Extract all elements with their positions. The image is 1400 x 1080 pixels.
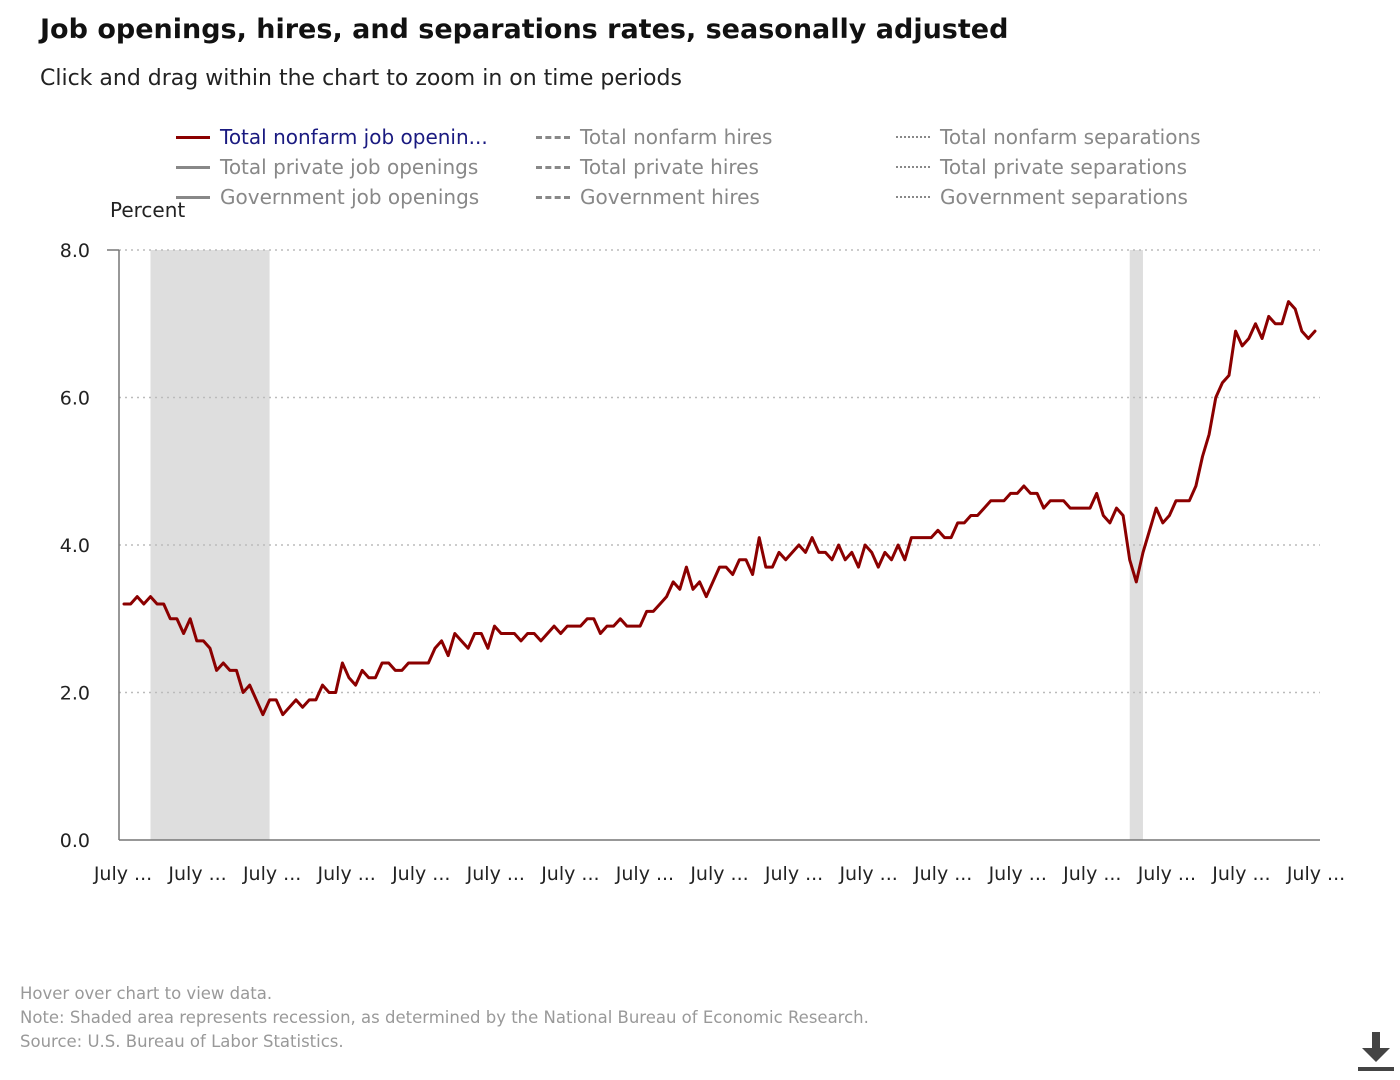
legend-label: Government job openings	[220, 185, 480, 209]
x-tick-label: July ...	[391, 863, 450, 885]
legend-item[interactable]: Total private job openings	[176, 152, 478, 182]
legend-swatch	[176, 165, 210, 169]
chart-title: Job openings, hires, and separations rat…	[40, 14, 1009, 45]
legend-label: Total private job openings	[220, 155, 479, 179]
x-tick-label: July ...	[838, 863, 897, 885]
legend-label: Government hires	[580, 185, 760, 209]
y-tick-label: 0.0	[60, 830, 90, 852]
legend-label: Total nonfarm hires	[580, 125, 773, 149]
y-tick-label: 2.0	[60, 683, 90, 705]
x-tick-label: July ...	[242, 863, 301, 885]
legend-item[interactable]: Total nonfarm separations	[896, 122, 1201, 152]
x-tick-label: July ...	[1286, 863, 1345, 885]
series-line-total-nonfarm-job-openings	[122, 300, 1317, 717]
legend-swatch	[536, 135, 570, 139]
recession-note: Note: Shaded area represents recession, …	[20, 1008, 869, 1027]
legend-item[interactable]: Total nonfarm job openin...	[176, 122, 488, 152]
source-note: Source: U.S. Bureau of Labor Statistics.	[20, 1032, 344, 1051]
legend-item[interactable]: Government job openings	[176, 182, 479, 212]
x-tick-label: July ...	[988, 863, 1047, 885]
gridlines	[119, 249, 1320, 694]
legend-label: Total private separations	[940, 155, 1188, 179]
axes: 0.0 2.0 4.0 6.0 8.0 July ... July ... July ... J…	[60, 240, 1345, 885]
x-tick-label: July ...	[689, 863, 748, 885]
x-tick-label: July ...	[1137, 863, 1196, 885]
x-tick-label: July ...	[764, 863, 823, 885]
legend-swatch	[896, 166, 930, 168]
chart-subtitle: Click and drag within the chart to zoom …	[40, 66, 682, 91]
legend-swatch	[896, 136, 930, 138]
legend: Total nonfarm job openin... Total nonfarm…	[176, 122, 1276, 218]
x-tick-label: July ...	[913, 863, 972, 885]
hover-note: Hover over chart to view data.	[20, 984, 273, 1003]
x-tick-label: July ...	[466, 863, 525, 885]
x-tick-label: July ...	[540, 863, 599, 885]
legend-swatch	[896, 196, 930, 198]
download-arrow-icon	[1358, 1032, 1394, 1071]
legend-label: Total nonfarm job openin...	[220, 125, 488, 149]
x-tick-label: July ...	[1062, 863, 1121, 885]
legend-item[interactable]: Government hires	[536, 182, 760, 212]
y-tick-label: 4.0	[60, 535, 90, 557]
series-layer	[122, 300, 1317, 717]
legend-item[interactable]: Total private separations	[896, 152, 1187, 182]
x-tick-label: July ...	[167, 863, 226, 885]
legend-label: Total private hires	[580, 155, 759, 179]
y-tick-label: 8.0	[60, 240, 90, 262]
legend-label: Government separations	[940, 185, 1188, 209]
legend-item[interactable]: Government separations	[896, 182, 1188, 212]
legend-swatch	[536, 195, 570, 199]
legend-swatch	[176, 135, 210, 139]
download-icon[interactable]	[1352, 1030, 1396, 1072]
x-tick-label: July ...	[93, 863, 152, 885]
x-tick-label: July ...	[1211, 863, 1270, 885]
x-tick-label: July ...	[317, 863, 376, 885]
legend-item[interactable]: Total nonfarm hires	[536, 122, 772, 152]
legend-swatch	[176, 195, 210, 199]
legend-label: Total nonfarm separations	[940, 125, 1201, 149]
x-tick-label: July ...	[615, 863, 674, 885]
y-axis-label: Percent	[110, 198, 186, 222]
legend-swatch	[536, 165, 570, 169]
chart-footer: Hover over chart to view data. Note: Sha…	[20, 982, 869, 1054]
line-chart[interactable]: 0.0 2.0 4.0 6.0 8.0 July ... July ... July ... J…	[0, 0, 1400, 900]
y-tick-label: 6.0	[60, 388, 90, 410]
legend-item[interactable]: Total private hires	[536, 152, 759, 182]
